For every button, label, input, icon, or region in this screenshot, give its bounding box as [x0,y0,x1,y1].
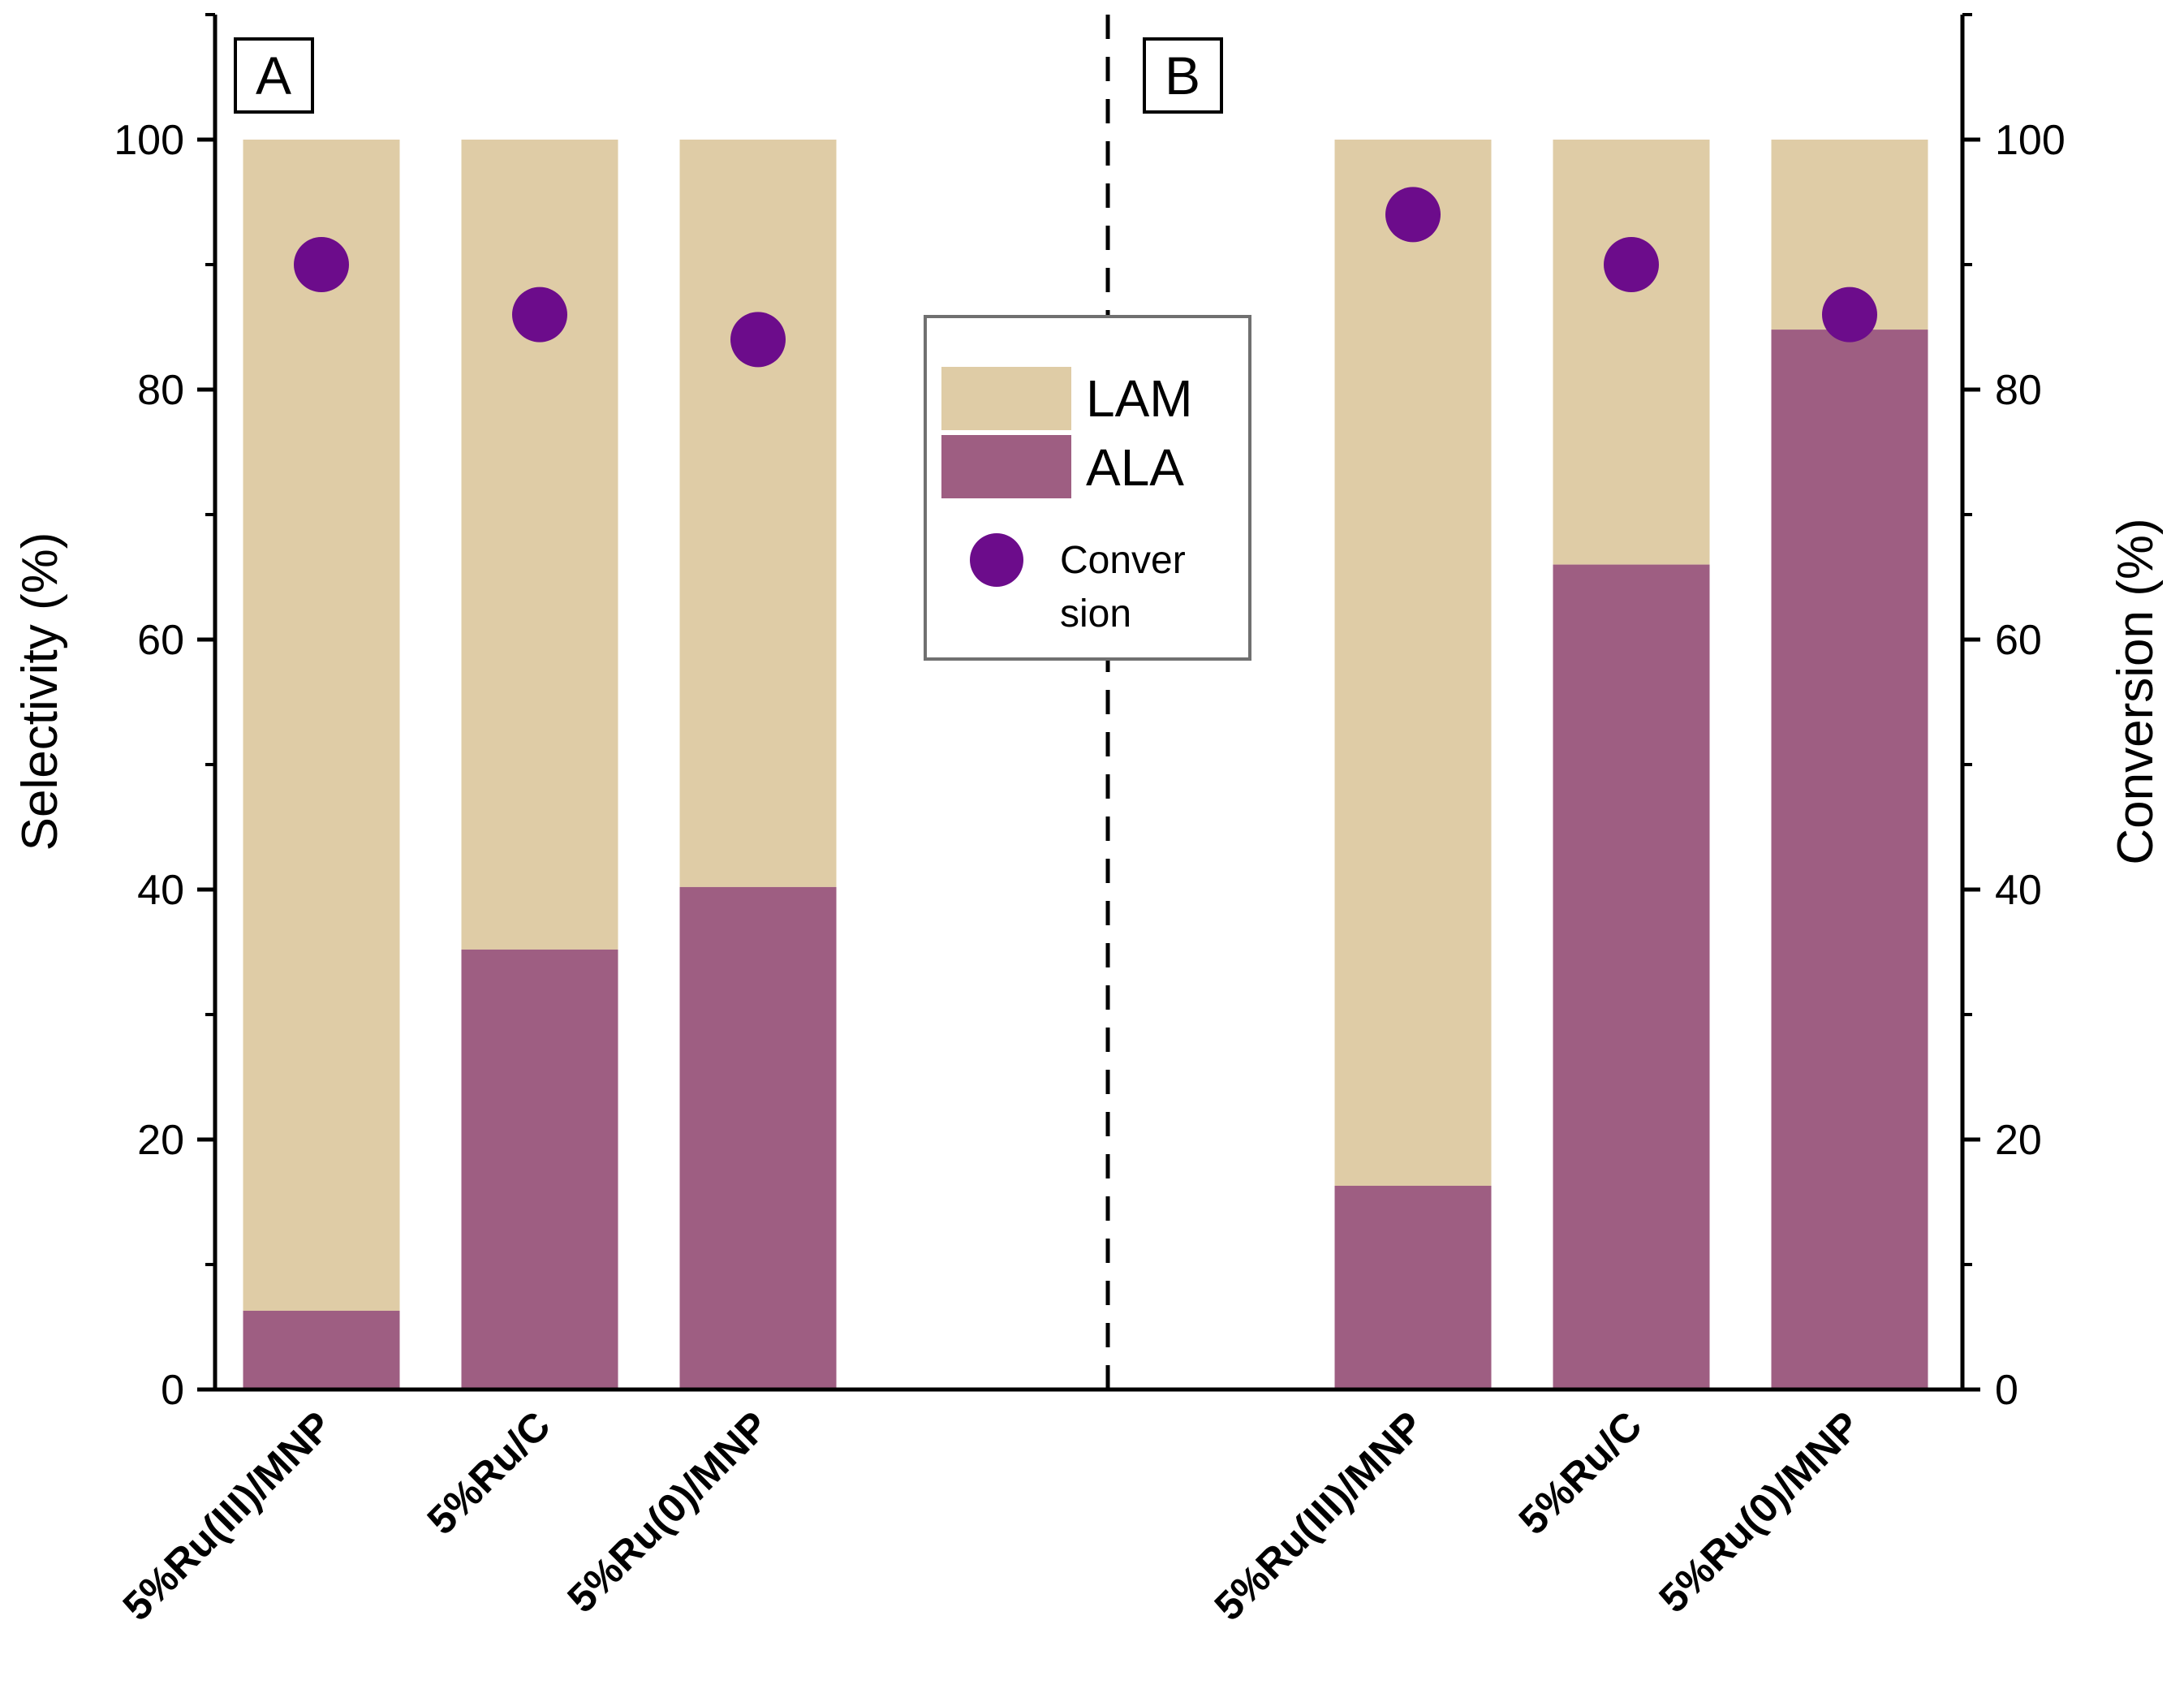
panel-label-b: B [1165,45,1200,106]
y-right-tick-label-40: 40 [1995,867,2042,914]
y-right-tick-label-100: 100 [1995,117,2066,164]
bar-lam-a-3 [679,140,837,887]
bars-layer [243,140,1928,1390]
bar-lam-b-2 [1553,140,1710,565]
category-label-b-3: 5%Ru(0)/MNP [1650,1402,1868,1621]
y-axis-right-title: Conversion (%) [2108,518,2164,864]
conversion-point-a-3 [730,312,786,368]
conversion-point-b-1 [1385,187,1441,243]
category-label-a-2: 5%Ru/C [419,1402,559,1543]
legend-label-ala: ALA [1086,438,1184,497]
legend-label-conversion-line2: sion [1060,592,1131,636]
conversion-point-a-2 [512,287,567,343]
y-right-tick-label-0: 0 [1995,1367,2018,1414]
y-right-tick-label-20: 20 [1995,1117,2042,1164]
y-left-tick-label-40: 40 [137,867,184,914]
y-left-tick-label-80: 80 [137,367,184,414]
legend-swatch-lam [941,367,1071,430]
category-label-b-2: 5%Ru/C [1510,1402,1651,1543]
conversion-points-layer [294,187,1877,368]
bar-lam-b-1 [1334,140,1492,1186]
y-right-tick-label-60: 60 [1995,617,2042,664]
bar-ala-b-3 [1771,330,1928,1390]
bar-ala-b-2 [1553,564,1710,1390]
category-label-a-3: 5%Ru(0)/MNP [558,1402,777,1621]
category-label-a-1: 5%Ru(III)/MNP [114,1402,341,1629]
y-left-tick-label-0: 0 [161,1367,184,1414]
legend-marker-conversion [970,533,1023,587]
panel-label-a-box: A [234,37,314,114]
bar-ala-a-1 [243,1310,400,1390]
y-left-tick-label-100: 100 [114,117,184,164]
category-label-b-1: 5%Ru(III)/MNP [1206,1402,1432,1629]
legend-swatch-ala [941,435,1071,498]
y-left-tick-label-60: 60 [137,617,184,664]
bar-lam-a-1 [243,140,400,1311]
legend-label-conversion-line1: Conver [1060,539,1186,582]
ticks-layer [197,13,1980,1392]
y-left-tick-label-20: 20 [137,1117,184,1164]
y-axis-left-title: Selectivity (%) [12,532,68,851]
bar-ala-b-1 [1334,1185,1492,1390]
axes-layer [213,15,1965,1392]
y-right-tick-label-80: 80 [1995,367,2042,414]
panel-label-a: A [256,45,291,106]
conversion-point-b-3 [1822,287,1877,343]
conversion-point-b-2 [1604,237,1659,292]
panel-label-b-box: B [1143,37,1223,114]
bar-ala-a-2 [461,949,618,1390]
legend-label-lam: LAM [1086,369,1193,428]
legend: LAM ALA Conver sion [924,315,1251,661]
bar-lam-a-2 [461,140,618,950]
conversion-point-a-1 [294,237,349,292]
bar-ala-a-3 [679,886,837,1390]
